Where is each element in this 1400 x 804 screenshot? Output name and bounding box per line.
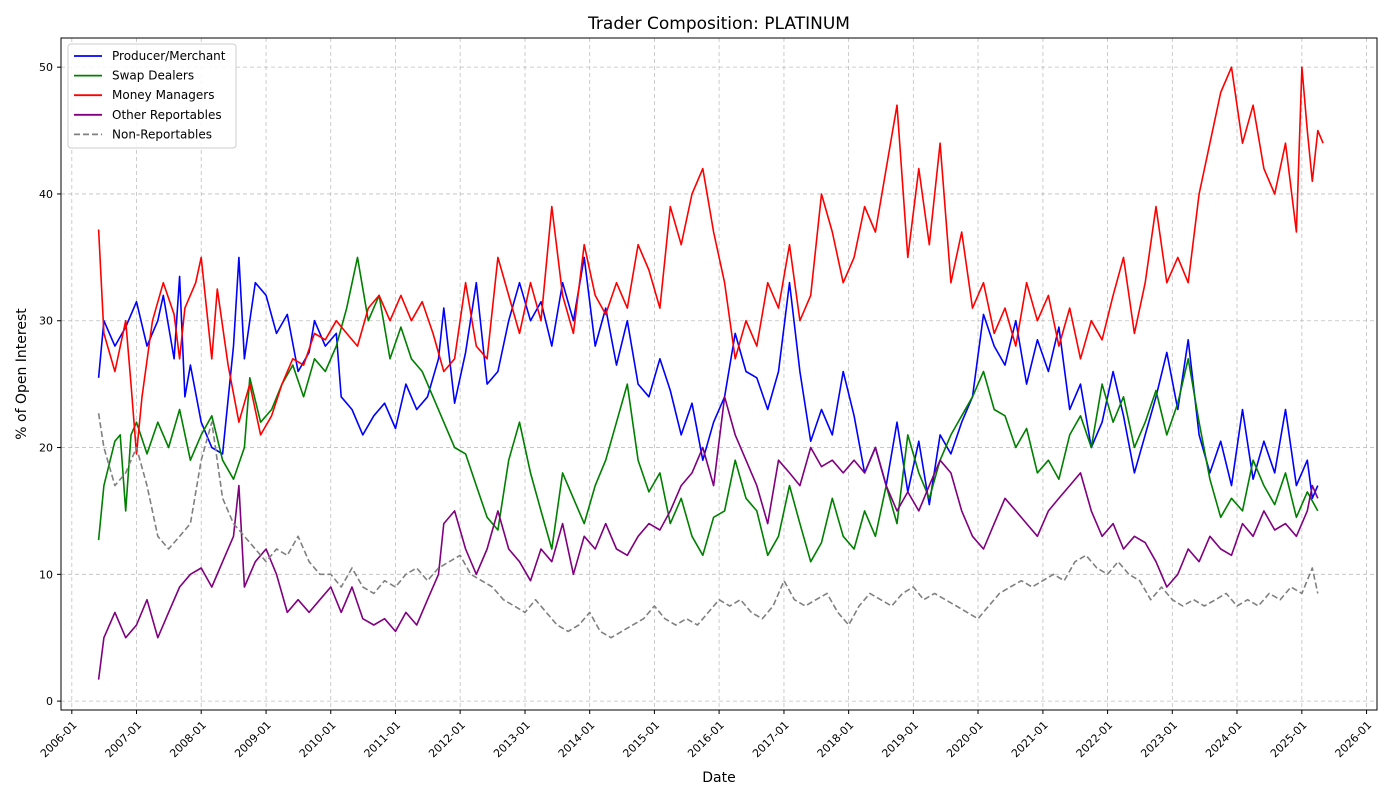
legend: Producer/Merchant Swap Dealers Money Manag… <box>67 43 237 149</box>
series-layer <box>97 66 1324 680</box>
chart-title: Trader Composition: PLATINUM <box>587 14 850 34</box>
legend-box <box>67 43 237 149</box>
y-axis-label: % of Open Interest <box>14 308 30 440</box>
y-tick-label: 0 <box>46 695 53 708</box>
y-tick-label: 10 <box>39 568 53 581</box>
legend-items: Producer/Merchant Swap Dealers Money Manag… <box>74 49 226 141</box>
legend-label: Non-Reportables <box>112 127 212 141</box>
series-line-swap-dealers <box>97 256 1319 563</box>
x-axis-label: Date <box>702 770 735 786</box>
legend-label: Other Reportables <box>112 108 222 122</box>
series-line-non-reportables <box>97 413 1319 639</box>
y-tick-label: 50 <box>39 61 53 74</box>
series-line-other-reportables <box>97 396 1319 680</box>
legend-label: Money Managers <box>112 88 214 102</box>
series-line-producer-merchant <box>97 256 1319 506</box>
series-line-money-managers <box>97 66 1324 455</box>
y-tick-label: 40 <box>39 188 53 201</box>
legend-label: Swap Dealers <box>112 69 194 83</box>
legend-label: Producer/Merchant <box>112 49 226 63</box>
y-tick-label: 30 <box>39 315 53 328</box>
y-tick-label: 20 <box>39 442 53 455</box>
